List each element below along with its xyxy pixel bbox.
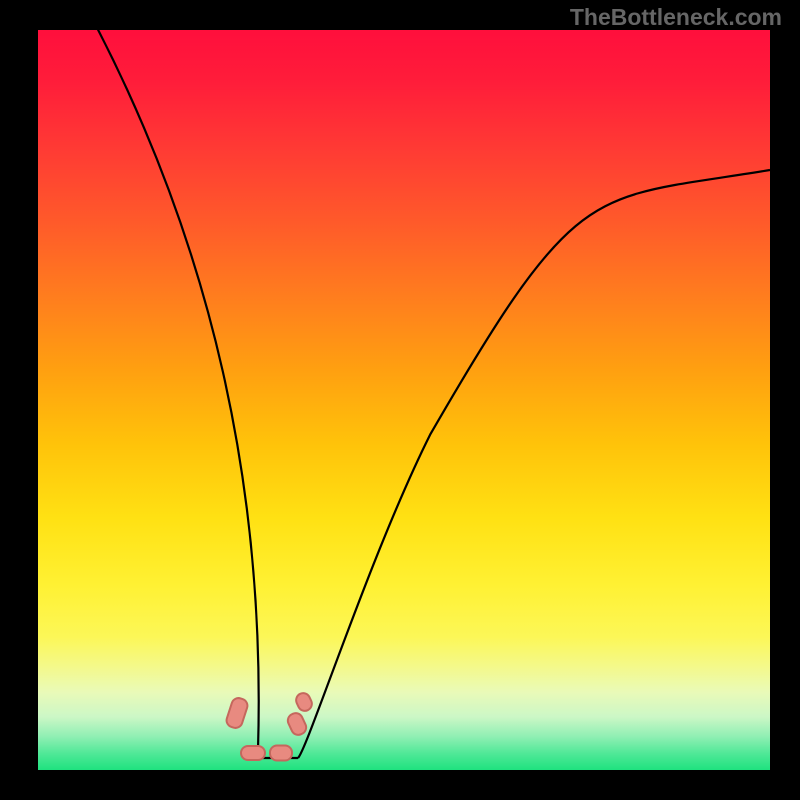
gradient-background: [38, 30, 770, 770]
marker-1: [241, 746, 265, 760]
figure-root: TheBottleneck.com: [0, 0, 800, 800]
watermark-text: TheBottleneck.com: [570, 4, 782, 31]
marker-2: [270, 746, 292, 761]
plot-area: [38, 30, 770, 770]
plot-svg: [38, 30, 770, 770]
